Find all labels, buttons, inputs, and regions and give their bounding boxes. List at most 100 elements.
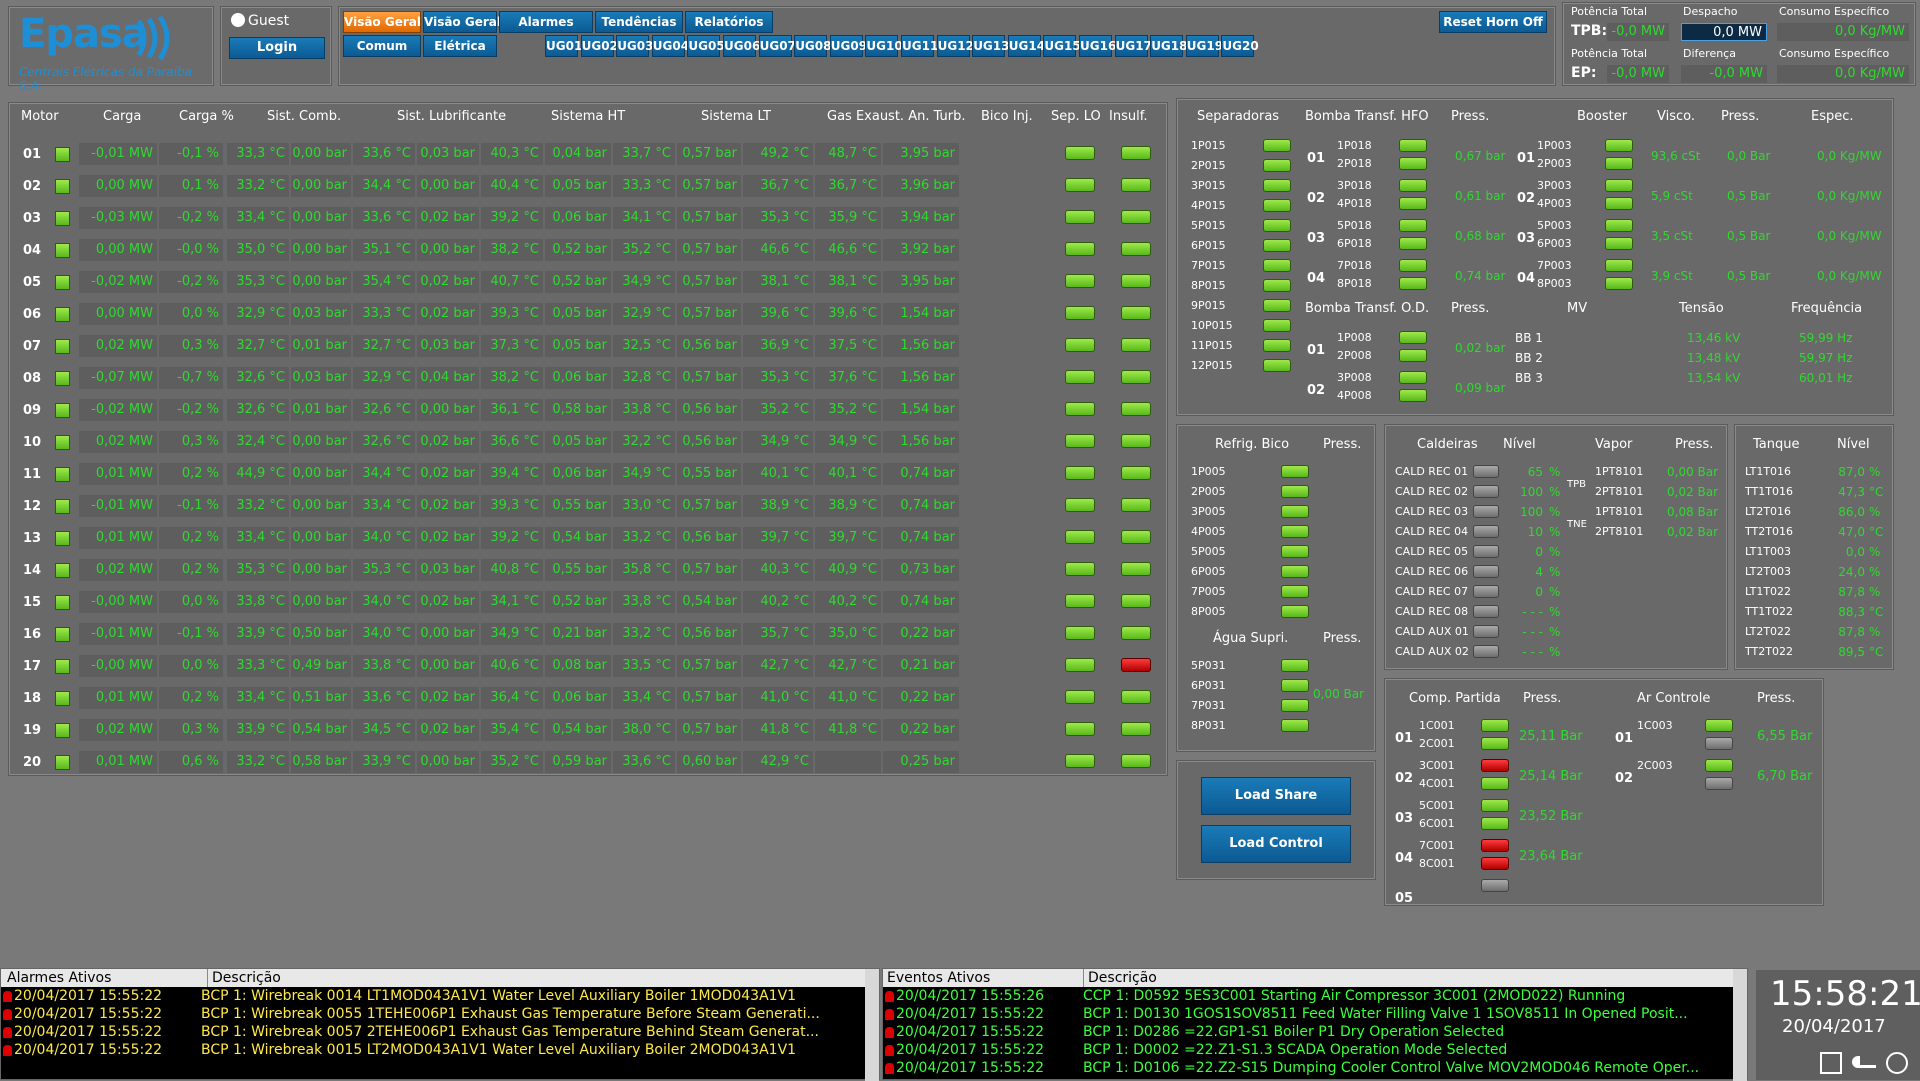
motor-id: 11: [23, 467, 42, 482]
sep-lo-led: [1065, 594, 1095, 608]
ug-button[interactable]: UG14: [1007, 35, 1045, 57]
motor-cell: 3,96 bar: [883, 175, 959, 197]
motor-cell: 33,7 °C: [613, 143, 675, 165]
globe-icon[interactable]: [1886, 1052, 1908, 1074]
nav-tab[interactable]: Relatórios: [685, 11, 773, 33]
alarms-scrollbar[interactable]: [865, 969, 879, 1081]
nav-tab[interactable]: Elétrica: [423, 35, 497, 57]
key-icon[interactable]: [1852, 1056, 1876, 1068]
motor-cell: 37,5 °C: [815, 335, 881, 357]
reset-horn-button[interactable]: Reset Horn Off: [1439, 11, 1547, 33]
load-control-button[interactable]: Load Control: [1201, 825, 1351, 863]
alarm-row[interactable]: 20/04/2017 15:55:22 BCP 1: Wirebreak 0015…: [1, 1041, 879, 1059]
ug-button[interactable]: UG17: [1114, 35, 1152, 57]
caldeira-nivel: 4: [1535, 565, 1543, 579]
comp-panel: Comp. Partida Press. 01 1C001 2C001 25,11 B…: [1384, 678, 1824, 906]
summary-pot2-label: Potência Total: [1571, 47, 1648, 60]
ug-button[interactable]: UG07: [758, 35, 796, 57]
ug-button[interactable]: UG19: [1185, 35, 1223, 57]
nav-tab[interactable]: Tendências: [595, 11, 683, 33]
motor-cell: -0,01 MW: [79, 623, 157, 645]
hfo-title: Bomba Transf. HFO: [1305, 109, 1429, 124]
nav-tab[interactable]: Visão Geral TN: [423, 11, 523, 33]
hfo-pump-b: 6P018: [1337, 237, 1372, 250]
insulf-led: [1121, 178, 1151, 192]
logout-icon[interactable]: [1820, 1052, 1842, 1074]
event-row[interactable]: 20/04/2017 15:55:22 BCP 1: D0106 =22.Z2-S…: [883, 1059, 1747, 1077]
vapor-press: 0,02 Bar: [1667, 525, 1719, 539]
insulf-led: [1121, 754, 1151, 768]
nav-tab[interactable]: Comum: [343, 35, 421, 57]
motor-cell: 0,00 bar: [291, 495, 351, 517]
tanque-value: 24,0: [1838, 565, 1865, 579]
ug-button[interactable]: UG11: [901, 35, 938, 57]
refrig-led: [1281, 505, 1309, 518]
nav-tab[interactable]: Alarmes: [499, 11, 593, 33]
alarm-row[interactable]: 20/04/2017 15:55:22 BCP 1: Wirebreak 0055…: [1, 1005, 879, 1023]
ug-button[interactable]: UG02: [580, 35, 618, 57]
motor-cell: 0,52 bar: [545, 271, 611, 293]
hfo-pump-a: 7P018: [1337, 259, 1372, 272]
comp-unit-a: 5C001: [1419, 799, 1455, 812]
ug-button[interactable]: UG08: [794, 35, 831, 57]
ug-button[interactable]: UG20: [1221, 35, 1259, 57]
comp-led-a: [1481, 759, 1509, 772]
ug-button[interactable]: UG04: [651, 35, 689, 57]
ug-button[interactable]: UG16: [1079, 35, 1116, 57]
tpb-consumo-value: 0,0 Kg/MW: [1777, 23, 1909, 41]
caldeira-nivel: - - -: [1522, 605, 1543, 619]
tanque-value: 87,8: [1838, 625, 1865, 639]
motor-cell: 0,22 bar: [883, 623, 959, 645]
alarm-row[interactable]: 20/04/2017 15:55:22 BCP 1: Wirebreak 0014…: [1, 987, 879, 1005]
ug-button[interactable]: UG06: [723, 35, 760, 57]
ug-button[interactable]: UG01: [545, 35, 582, 57]
sep-lo-led: [1065, 466, 1095, 480]
ug-button[interactable]: UG13: [972, 35, 1009, 57]
motor-cell: 0,01 MW: [79, 527, 157, 549]
motor-row: 06 0,00 MW 0,0 % 32,9 °C 0,03 bar 33,3 °C 0,02…: [9, 303, 1159, 327]
separadora-label: 5P015: [1191, 219, 1226, 232]
motor-id: 01: [23, 147, 42, 162]
hfo-led-b: [1399, 277, 1427, 290]
motor-id: 12: [23, 499, 42, 514]
ug-button[interactable]: UG03: [616, 35, 653, 57]
ug-button[interactable]: UG05: [687, 35, 725, 57]
hfo-led-a: [1399, 219, 1427, 232]
login-button[interactable]: Login: [229, 37, 325, 59]
comp-id: 02: [1395, 771, 1414, 786]
comp-led-b: [1481, 817, 1509, 830]
motor-cell: 34,4 °C: [353, 175, 415, 197]
ug-button[interactable]: UG15: [1043, 35, 1081, 57]
motor-cell: 3,94 bar: [883, 207, 959, 229]
hfo-id: 04: [1307, 271, 1326, 286]
tanque-label: LT2T003: [1745, 565, 1792, 578]
event-row[interactable]: 20/04/2017 15:55:22 BCP 1: D0130 1GOS1SOV…: [883, 1005, 1747, 1023]
alarm-row[interactable]: 20/04/2017 15:55:22 BCP 1: Wirebreak 0057…: [1, 1023, 879, 1041]
motor-cell: -0,01 MW: [79, 495, 157, 517]
nav-tab[interactable]: Visão Geral TP: [343, 11, 442, 33]
ar-led-a: [1705, 759, 1733, 772]
mv-bus: BB 1: [1515, 331, 1543, 345]
sep-lo-led: [1065, 626, 1095, 640]
event-row[interactable]: 20/04/2017 15:55:22 BCP 1: D0286 =22.GP1-…: [883, 1023, 1747, 1041]
ug-button[interactable]: UG09: [829, 35, 867, 57]
motor-cell: 32,5 °C: [613, 335, 675, 357]
ug-button[interactable]: UG12: [936, 35, 974, 57]
motor-cell: 40,1 °C: [815, 463, 881, 485]
insulf-led: [1121, 690, 1151, 704]
ug-button[interactable]: UG10: [865, 35, 903, 57]
ug-button[interactable]: UG18: [1150, 35, 1187, 57]
event-row[interactable]: 20/04/2017 15:55:26 CCP 1: D0592 5ES3C001…: [883, 987, 1747, 1005]
load-share-button[interactable]: Load Share: [1201, 777, 1351, 815]
motor-status-indicator: [55, 723, 70, 738]
ep-power-value: -0,0 MW: [1607, 65, 1669, 83]
events-scrollbar[interactable]: [1733, 969, 1747, 1081]
caldeira-label: CALD REC 02: [1395, 485, 1469, 498]
refrig-label: 2P005: [1191, 485, 1226, 498]
event-row[interactable]: 20/04/2017 15:55:22 BCP 1: D0002 =22.Z1-S…: [883, 1041, 1747, 1059]
alarm-time: 20/04/2017 15:55:22: [14, 1006, 163, 1022]
hfo-press: 0,61 bar: [1455, 189, 1506, 203]
motor-cell: 35,2 °C: [815, 399, 881, 421]
despacho-input[interactable]: 0,0 MW: [1681, 23, 1767, 41]
motor-cell: 0,3 %: [159, 335, 223, 357]
